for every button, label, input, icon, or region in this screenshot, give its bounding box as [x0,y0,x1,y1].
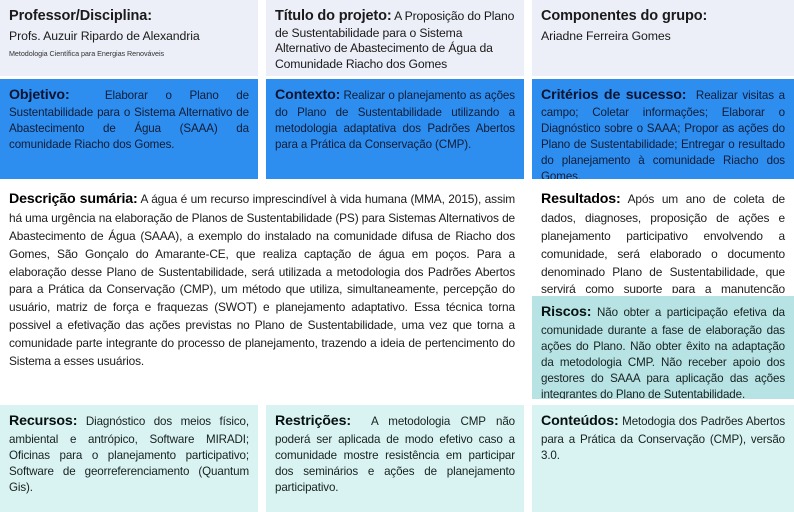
panel-titulo-do-projeto: Título do projeto: A Proposição do Plano… [266,0,524,76]
criterios-label: Critérios de sucesso: [541,87,687,103]
panel-contexto: Contexto: Realizar o planejamento as açõ… [266,79,524,179]
panel-conteudos: Conteúdos: Metodogia dos Padrões Abertos… [532,405,794,512]
componentes-members: Ariadne Ferreira Gomes [541,29,671,44]
riscos-block: Riscos: Não obter a participação efetiva… [541,303,785,399]
resultados-text: Após um ano de coleta de dados, diagnose… [541,192,785,293]
objetivo-block: Objetivo: Elaborar o Plano de Sustentabi… [9,86,249,153]
recursos-label: Recursos: [9,413,78,429]
contexto-block: Contexto: Realizar o planejamento as açõ… [275,86,515,153]
panel-recursos: Recursos: Diagnóstico dos meios físico, … [0,405,258,512]
resultados-block: Resultados: Após um ano de coleta de dad… [541,189,785,293]
professor-label: Professor/Disciplina: [9,8,152,24]
riscos-text: Não obter a participação efetiva da comu… [541,306,785,399]
restricoes-text: A metodologia CMP não poderá ser aplicad… [275,415,515,494]
conteudos-label: Conteúdos: [541,413,619,429]
resultados-label: Resultados: [541,191,621,207]
professor-name: Profs. Auzuir Ripardo de Alexandria [9,29,200,44]
riscos-label: Riscos: [541,304,592,320]
titulo-block: Título do projeto: A Proposição do Plano… [275,7,515,73]
titulo-text: A Proposição do Plano de Sustentabilidad… [275,9,515,72]
descricao-block: Descrição sumária: A água é um recurso i… [9,189,515,370]
componentes-label: Componentes do grupo: [541,8,708,24]
panel-riscos: Riscos: Não obter a participação efetiva… [532,296,794,399]
panel-professor-disciplina: Professor/Disciplina: Profs. Auzuir Ripa… [0,0,258,76]
panel-componentes-do-grupo: Componentes do grupo: Ariadne Ferreira G… [532,0,794,76]
recursos-text: Diagnóstico dos meios físico, ambiental … [9,415,249,494]
restricoes-block: Restrições: A metodologia CMP não poderá… [275,412,515,496]
conteudos-block: Conteúdos: Metodogia dos Padrões Abertos… [541,412,785,464]
contexto-label: Contexto: [275,87,341,103]
objetivo-label: Objetivo: [9,87,70,103]
recursos-block: Recursos: Diagnóstico dos meios físico, … [9,412,249,496]
descricao-label: Descrição sumária: [9,191,138,207]
panel-objetivo: Objetivo: Elaborar o Plano de Sustentabi… [0,79,258,179]
panel-restricoes: Restrições: A metodologia CMP não poderá… [266,405,524,512]
panel-resultados: Resultados: Após um ano de coleta de dad… [532,183,794,293]
conteudos-text: Metodogia dos Padrões Abertos para a Prá… [541,415,785,462]
objetivo-text: Elaborar o Plano de Sustentabilidade par… [9,89,249,151]
panel-descricao-sumaria: Descrição sumária: A água é um recurso i… [0,183,524,401]
restricoes-label: Restrições: [275,413,351,429]
professor-discipline: Metodologia Científica para Energias Ren… [9,49,165,59]
criterios-text: Realizar visitas a campo; Coletar inform… [541,89,785,179]
descricao-text: A água é um recurso imprescindível à vid… [9,192,515,368]
criterios-block: Critérios de sucesso: Realizar visitas a… [541,86,785,179]
titulo-label: Título do projeto: [275,8,392,24]
contexto-text: Realizar o planejamento as ações do Plan… [275,89,515,151]
panel-criterios-de-sucesso: Critérios de sucesso: Realizar visitas a… [532,79,794,179]
